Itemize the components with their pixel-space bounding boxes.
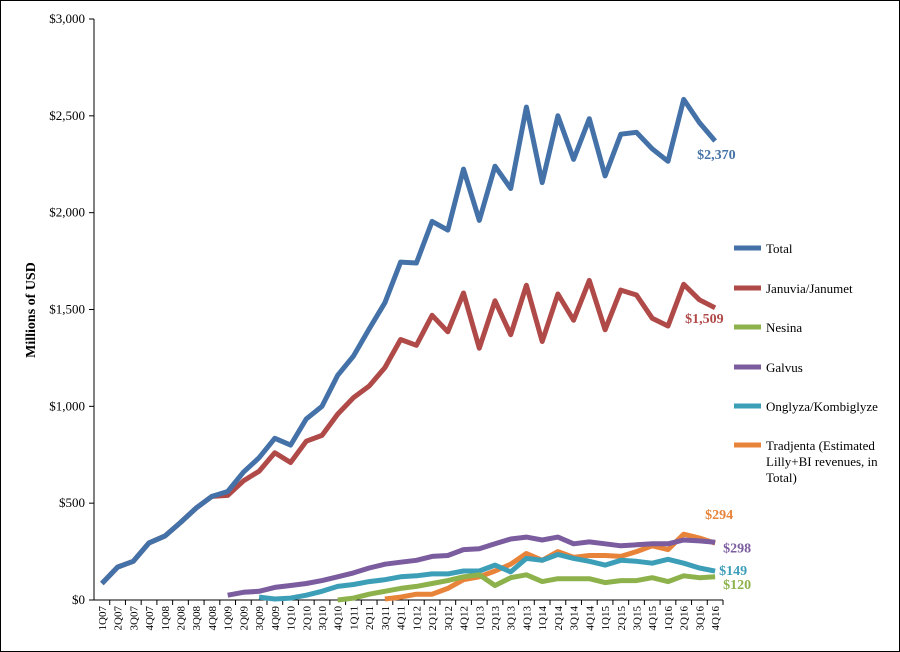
y-tick-label: $1,500 xyxy=(49,302,85,317)
legend-label-3: Galvus xyxy=(766,360,803,375)
x-tick-label: 1Q08 xyxy=(160,606,172,631)
legend-label-4: Onglyza/Kombiglyze xyxy=(766,399,878,414)
x-tick-label: 4Q10 xyxy=(333,606,345,631)
x-tick-label: 1Q10 xyxy=(286,606,298,631)
series-line-1 xyxy=(100,277,717,586)
series-line-0 xyxy=(100,96,718,586)
x-tick-label: 2Q13 xyxy=(490,606,502,631)
end-label-2: $120 xyxy=(723,578,751,593)
series-line-3 xyxy=(227,534,716,598)
x-tick-label: 4Q13 xyxy=(521,606,533,631)
legend-label-5: Tradjenta (Estimated xyxy=(766,438,875,453)
x-tick-label: 4Q16 xyxy=(710,606,722,631)
series-lines xyxy=(100,96,718,603)
x-tick-label: 1Q15 xyxy=(600,606,612,631)
legend-label-2: Nesina xyxy=(766,320,802,335)
x-tick-label: 2Q11 xyxy=(364,606,376,630)
x-tick-label: 2Q08 xyxy=(175,606,187,631)
x-tick-label: 2Q07 xyxy=(113,606,125,631)
legend-label-5: Total) xyxy=(766,470,797,485)
x-tick-label: 3Q11 xyxy=(380,606,392,630)
x-tick-label: 3Q12 xyxy=(443,606,455,630)
legend: Total Januvia/Janumet Nesina Galvus Onglyza/… xyxy=(734,241,878,485)
end-labels: $2,370 $1,509 $120 $298 $149 $294 xyxy=(685,148,751,593)
y-tick-label: $500 xyxy=(59,495,85,510)
end-label-3: $298 xyxy=(723,541,751,556)
x-tick-label: 4Q15 xyxy=(647,606,659,631)
x-tick-label: 2Q09 xyxy=(238,606,250,631)
x-tick-label: 3Q08 xyxy=(191,606,203,631)
x-tick-label: 2Q14 xyxy=(553,606,565,631)
legend-label-0: Total xyxy=(766,241,793,256)
x-tick-label: 2Q12 xyxy=(427,606,439,630)
x-tick-label: 3Q15 xyxy=(632,606,644,631)
x-tick-label: 4Q09 xyxy=(270,606,282,631)
x-tick-label: 3Q14 xyxy=(569,606,581,631)
series-line-2 xyxy=(337,572,716,603)
x-tick-label: 1Q16 xyxy=(663,606,675,631)
x-tick-label: 1Q07 xyxy=(97,606,109,631)
x-tick-label: 1Q13 xyxy=(474,606,486,631)
legend-label-5: Lilly+BI revenues, in xyxy=(766,454,878,469)
x-tick-label: 2Q15 xyxy=(616,606,628,631)
x-tick-label: 4Q07 xyxy=(144,606,156,631)
y-tick-label: $2,500 xyxy=(49,108,85,123)
legend-label-1: Januvia/Janumet xyxy=(766,281,853,296)
x-tick-label: 1Q14 xyxy=(537,606,549,631)
end-label-1: $1,509 xyxy=(685,312,724,327)
end-label-5: $294 xyxy=(705,508,733,523)
x-tick-label: 3Q09 xyxy=(254,606,266,631)
x-tick-label: 3Q13 xyxy=(506,606,518,631)
y-axis-ticks: $0 $500 $1,000 $1,500 $2,000 $2,500 $3,000 xyxy=(49,11,94,607)
x-tick-label: 1Q12 xyxy=(411,606,423,630)
x-tick-label: 2Q10 xyxy=(301,606,313,631)
series-line-4 xyxy=(258,552,716,602)
x-axis-ticks: 1Q07 2Q07 3Q07 4Q07 1Q08 2Q08 3Q08 4Q08 1Q09 2Q09… xyxy=(97,600,724,631)
y-tick-label: $1,000 xyxy=(49,398,85,413)
x-tick-label: 3Q16 xyxy=(694,606,706,631)
y-tick-label: $0 xyxy=(72,592,85,607)
x-tick-label: 4Q08 xyxy=(207,606,219,631)
x-tick-label: 3Q07 xyxy=(128,606,140,631)
x-tick-label: 1Q09 xyxy=(223,606,235,631)
y-axis-label: Millions of USD xyxy=(24,262,39,358)
end-label-0: $2,370 xyxy=(697,148,736,163)
x-tick-label: 4Q11 xyxy=(396,606,408,630)
y-tick-label: $3,000 xyxy=(49,11,85,26)
x-tick-label: 4Q14 xyxy=(584,606,596,631)
x-tick-label: 1Q11 xyxy=(348,606,360,630)
end-label-4: $149 xyxy=(719,564,747,579)
x-tick-label: 3Q10 xyxy=(317,606,329,631)
x-tick-label: 4Q12 xyxy=(459,606,471,630)
y-tick-label: $2,000 xyxy=(49,205,85,220)
x-tick-label: 2Q16 xyxy=(679,606,691,631)
